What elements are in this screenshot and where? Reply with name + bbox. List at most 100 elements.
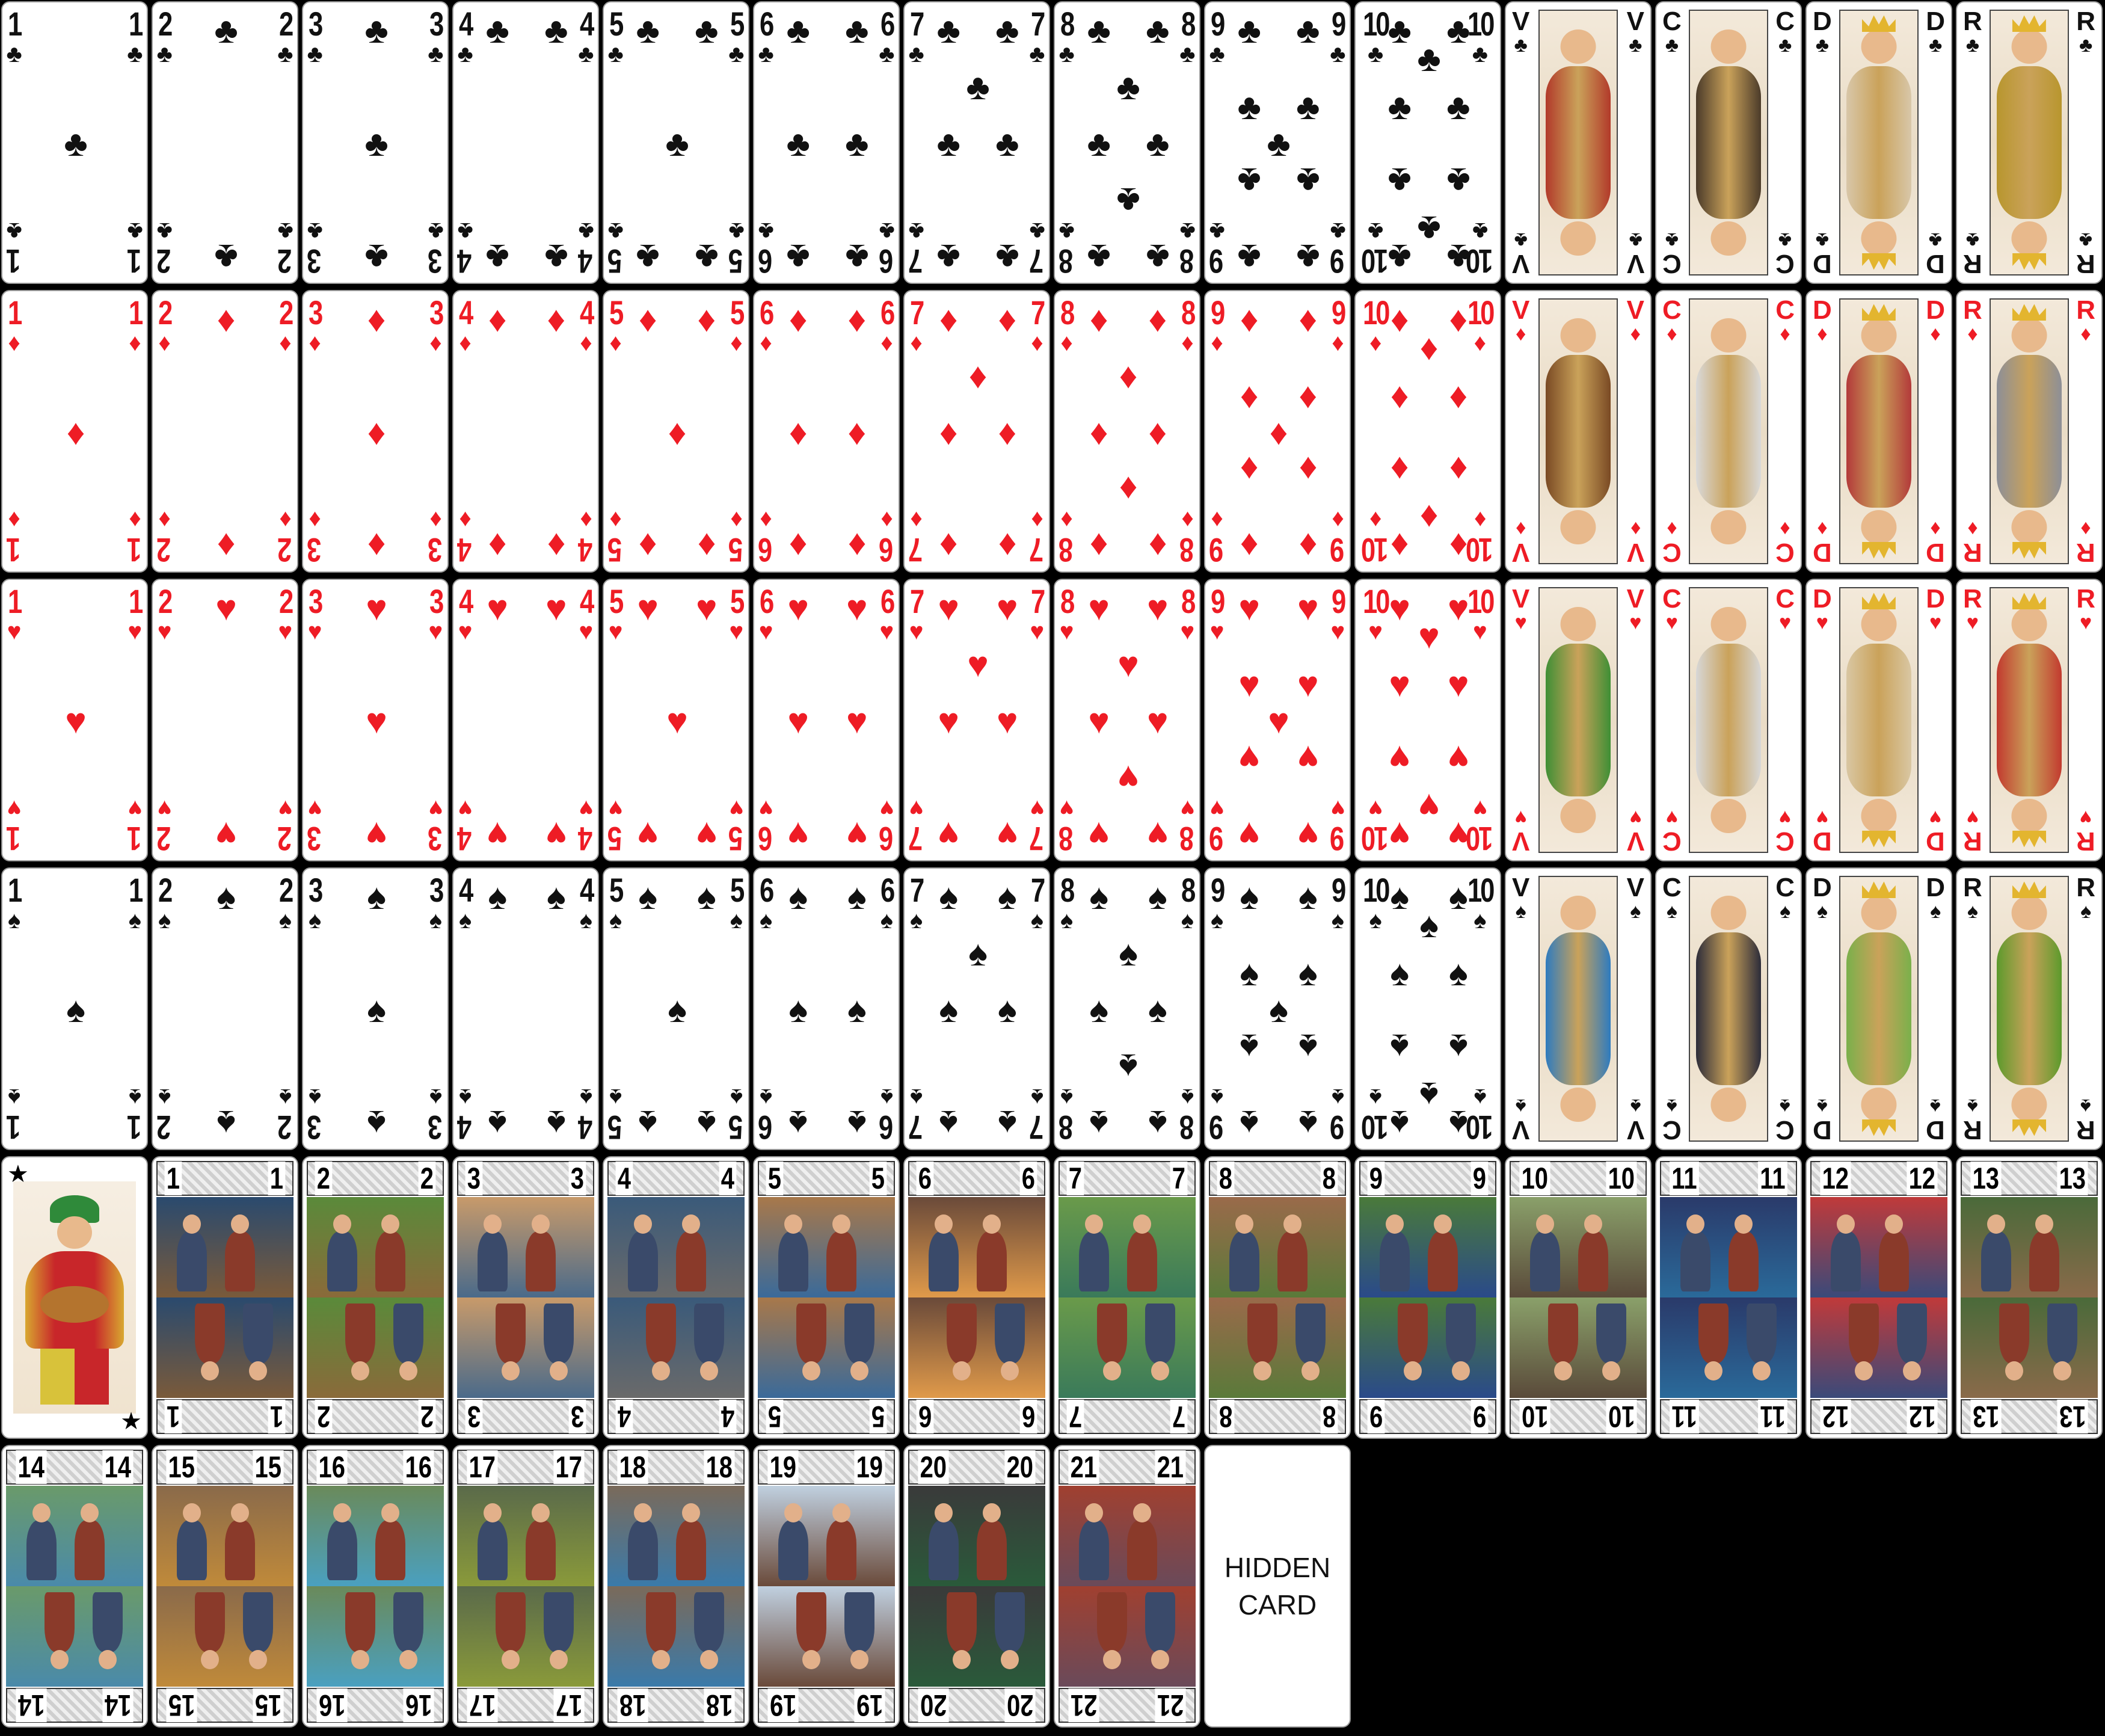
- card-V-clubs[interactable]: V ♣ V ♣ V ♣ V ♣: [1505, 1, 1652, 284]
- card-5-hearts[interactable]: 5 ♥ 5 ♥ 5 ♥ 5 ♥ ♥ ♥ ♥ ♥ ♥: [603, 579, 749, 861]
- trump-number: 8: [1320, 1400, 1338, 1433]
- figure-body: [1846, 1009, 1911, 1086]
- card-2-spades[interactable]: 2 ♠ 2 ♠ 2 ♠ 2 ♠ ♠ ♠: [152, 867, 298, 1150]
- card-10-clubs[interactable]: 10 ♣ 10 ♣ 10 ♣ 10 ♣ ♣ ♣ ♣ ♣ ♣ ♣ ♣ ♣ ♣ ♣: [1354, 1, 1501, 284]
- card-6-clubs[interactable]: 6 ♣ 6 ♣ 6 ♣ 6 ♣ ♣ ♣ ♣ ♣ ♣ ♣: [753, 1, 900, 284]
- card-R-spades[interactable]: R ♠ R ♠ R ♠ R ♠: [1956, 867, 2103, 1150]
- trump-number: 20: [918, 1450, 949, 1484]
- card-R-hearts[interactable]: R ♥ R ♥ R ♥ R ♥: [1956, 579, 2103, 861]
- card-trump-12[interactable]: 12 12 12 12: [1805, 1156, 1952, 1439]
- card-trump-16[interactable]: 16 16 16 16: [302, 1445, 449, 1728]
- card-D-hearts[interactable]: D ♥ D ♥ D ♥ D ♥: [1805, 579, 1952, 861]
- card-4-hearts[interactable]: 4 ♥ 4 ♥ 4 ♥ 4 ♥ ♥ ♥ ♥ ♥: [452, 579, 599, 861]
- card-trump-15[interactable]: 15 15 15 15: [152, 1445, 298, 1728]
- card-9-spades[interactable]: 9 ♠ 9 ♠ 9 ♠ 9 ♠ ♠ ♠ ♠ ♠ ♠ ♠ ♠ ♠ ♠: [1204, 867, 1351, 1150]
- card-2-hearts[interactable]: 2 ♥ 2 ♥ 2 ♥ 2 ♥ ♥ ♥: [152, 579, 298, 861]
- corner-index: 3 ♣: [307, 218, 323, 280]
- card-3-diamonds[interactable]: 3 ♦ 3 ♦ 3 ♦ 3 ♦ ♦ ♦ ♦: [302, 290, 449, 573]
- card-hidden[interactable]: HIDDEN CARD: [1204, 1445, 1351, 1728]
- card-7-diamonds[interactable]: 7 ♦ 7 ♦ 7 ♦ 7 ♦ ♦ ♦ ♦ ♦ ♦ ♦ ♦: [903, 290, 1050, 573]
- card-6-spades[interactable]: 6 ♠ 6 ♠ 6 ♠ 6 ♠ ♠ ♠ ♠ ♠ ♠ ♠: [753, 867, 900, 1150]
- card-8-spades[interactable]: 8 ♠ 8 ♠ 8 ♠ 8 ♠ ♠ ♠ ♠ ♠ ♠ ♠ ♠ ♠: [1054, 867, 1200, 1150]
- card-6-hearts[interactable]: 6 ♥ 6 ♥ 6 ♥ 6 ♥ ♥ ♥ ♥ ♥ ♥ ♥: [753, 579, 900, 861]
- rank-label: R: [2076, 7, 2095, 36]
- card-excuse[interactable]: ★ ★: [1, 1156, 148, 1439]
- card-C-clubs[interactable]: C ♣ C ♣ C ♣ C ♣: [1655, 1, 1802, 284]
- card-trump-14[interactable]: 14 14 14 14: [1, 1445, 148, 1728]
- card-9-hearts[interactable]: 9 ♥ 9 ♥ 9 ♥ 9 ♥ ♥ ♥ ♥ ♥ ♥ ♥ ♥ ♥ ♥: [1204, 579, 1351, 861]
- card-3-spades[interactable]: 3 ♠ 3 ♠ 3 ♠ 3 ♠ ♠ ♠ ♠: [302, 867, 449, 1150]
- card-2-clubs[interactable]: 2 ♣ 2 ♣ 2 ♣ 2 ♣ ♣ ♣: [152, 1, 298, 284]
- rank-label: C: [1775, 7, 1795, 36]
- card-9-diamonds[interactable]: 9 ♦ 9 ♦ 9 ♦ 9 ♦ ♦ ♦ ♦ ♦ ♦ ♦ ♦ ♦ ♦: [1204, 290, 1351, 573]
- crown-icon: [1862, 1119, 1896, 1138]
- card-V-diamonds[interactable]: V ♦ V ♦ V ♦ V ♦: [1505, 290, 1652, 573]
- card-1-clubs[interactable]: 1 ♣ 1 ♣ 1 ♣ 1 ♣ ♣: [1, 1, 148, 284]
- card-8-diamonds[interactable]: 8 ♦ 8 ♦ 8 ♦ 8 ♦ ♦ ♦ ♦ ♦ ♦ ♦ ♦ ♦: [1054, 290, 1200, 573]
- card-trump-19[interactable]: 19 19 19 19: [753, 1445, 900, 1728]
- card-7-spades[interactable]: 7 ♠ 7 ♠ 7 ♠ 7 ♠ ♠ ♠ ♠ ♠ ♠ ♠ ♠: [903, 867, 1050, 1150]
- corner-index: 4 ♠: [578, 873, 594, 933]
- card-trump-13[interactable]: 13 13 13 13: [1956, 1156, 2103, 1439]
- hearts-pip-icon: ♥: [1447, 664, 1469, 704]
- card-C-spades[interactable]: C ♠ C ♠ C ♠ C ♠: [1655, 867, 1802, 1150]
- card-trump-21[interactable]: 21 21 21 21: [1054, 1445, 1200, 1728]
- rank-label: 2: [278, 871, 293, 909]
- card-R-diamonds[interactable]: R ♦ R ♦ R ♦ R ♦: [1956, 290, 2103, 573]
- rank-label: 3: [429, 820, 443, 858]
- card-R-clubs[interactable]: R ♣ R ♣ R ♣ R ♣: [1956, 1, 2103, 284]
- card-8-hearts[interactable]: 8 ♥ 8 ♥ 8 ♥ 8 ♥ ♥ ♥ ♥ ♥ ♥ ♥ ♥ ♥: [1054, 579, 1200, 861]
- card-7-hearts[interactable]: 7 ♥ 7 ♥ 7 ♥ 7 ♥ ♥ ♥ ♥ ♥ ♥ ♥ ♥: [903, 579, 1050, 861]
- card-2-diamonds[interactable]: 2 ♦ 2 ♦ 2 ♦ 2 ♦ ♦ ♦: [152, 290, 298, 573]
- scene-figure: [778, 1503, 809, 1580]
- corner-index: 9 ♦: [1330, 296, 1346, 356]
- card-D-spades[interactable]: D ♠ D ♠ D ♠ D ♠: [1805, 867, 1952, 1150]
- corner-index: 8 ♣: [1059, 7, 1075, 67]
- card-trump-11[interactable]: 11 11 11 11: [1655, 1156, 1802, 1439]
- rank-label: D: [1813, 249, 1832, 279]
- trump-number: 14: [16, 1450, 47, 1484]
- card-8-clubs[interactable]: 8 ♣ 8 ♣ 8 ♣ 8 ♣ ♣ ♣ ♣ ♣ ♣ ♣ ♣ ♣: [1054, 1, 1200, 284]
- card-5-spades[interactable]: 5 ♠ 5 ♠ 5 ♠ 5 ♠ ♠ ♠ ♠ ♠ ♠: [603, 867, 749, 1150]
- diamonds-pip-icon: ♦: [939, 300, 958, 339]
- card-C-hearts[interactable]: C ♥ C ♥ C ♥ C ♥: [1655, 579, 1802, 861]
- card-1-spades[interactable]: 1 ♠ 1 ♠ 1 ♠ 1 ♠ ♠: [1, 867, 148, 1150]
- card-10-spades[interactable]: 10 ♠ 10 ♠ 10 ♠ 10 ♠ ♠ ♠ ♠ ♠ ♠ ♠ ♠ ♠ ♠ ♠: [1354, 867, 1501, 1150]
- card-V-hearts[interactable]: V ♥ V ♥ V ♥ V ♥: [1505, 579, 1652, 861]
- card-6-diamonds[interactable]: 6 ♦ 6 ♦ 6 ♦ 6 ♦ ♦ ♦ ♦ ♦ ♦ ♦: [753, 290, 900, 573]
- card-trump-10[interactable]: 10 10 10 10: [1505, 1156, 1652, 1439]
- card-D-diamonds[interactable]: D ♦ D ♦ D ♦ D ♦: [1805, 290, 1952, 573]
- hearts-icon: ♥: [579, 618, 594, 645]
- trump-number: 19: [767, 1688, 799, 1722]
- card-D-clubs[interactable]: D ♣ D ♣ D ♣ D ♣: [1805, 1, 1952, 284]
- card-V-spades[interactable]: V ♠ V ♠ V ♠ V ♠: [1505, 867, 1652, 1150]
- card-7-clubs[interactable]: 7 ♣ 7 ♣ 7 ♣ 7 ♣ ♣ ♣ ♣ ♣ ♣ ♣ ♣: [903, 1, 1050, 284]
- card-5-diamonds[interactable]: 5 ♦ 5 ♦ 5 ♦ 5 ♦ ♦ ♦ ♦ ♦ ♦: [603, 290, 749, 573]
- card-9-clubs[interactable]: 9 ♣ 9 ♣ 9 ♣ 9 ♣ ♣ ♣ ♣ ♣ ♣ ♣ ♣ ♣ ♣: [1204, 1, 1351, 284]
- card-5-clubs[interactable]: 5 ♣ 5 ♣ 5 ♣ 5 ♣ ♣ ♣ ♣ ♣ ♣: [603, 1, 749, 284]
- card-4-spades[interactable]: 4 ♠ 4 ♠ 4 ♠ 4 ♠ ♠ ♠ ♠ ♠: [452, 867, 599, 1150]
- card-4-diamonds[interactable]: 4 ♦ 4 ♦ 4 ♦ 4 ♦ ♦ ♦ ♦ ♦: [452, 290, 599, 573]
- card-trump-20[interactable]: 20 20 20 20: [903, 1445, 1050, 1728]
- corner-index: 9 ♠: [1209, 873, 1225, 933]
- card-trump-18[interactable]: 18 18 18 18: [603, 1445, 749, 1728]
- card-1-diamonds[interactable]: 1 ♦ 1 ♦ 1 ♦ 1 ♦ ♦: [1, 290, 148, 573]
- card-10-diamonds[interactable]: 10 ♦ 10 ♦ 10 ♦ 10 ♦ ♦ ♦ ♦ ♦ ♦ ♦ ♦ ♦ ♦ ♦: [1354, 290, 1501, 573]
- card-4-clubs[interactable]: 4 ♣ 4 ♣ 4 ♣ 4 ♣ ♣ ♣ ♣ ♣: [452, 1, 599, 284]
- card-10-hearts[interactable]: 10 ♥ 10 ♥ 10 ♥ 10 ♥ ♥ ♥ ♥ ♥ ♥ ♥ ♥ ♥ ♥ ♥: [1354, 579, 1501, 861]
- card-trump-17[interactable]: 17 17 17 17: [452, 1445, 599, 1728]
- card-3-hearts[interactable]: 3 ♥ 3 ♥ 3 ♥ 3 ♥ ♥ ♥ ♥: [302, 579, 449, 861]
- corner-index: 3 ♥: [428, 795, 444, 858]
- card-C-diamonds[interactable]: C ♦ C ♦ C ♦ C ♦: [1655, 290, 1802, 573]
- card-1-hearts[interactable]: 1 ♥ 1 ♥ 1 ♥ 1 ♥ ♥: [1, 579, 148, 861]
- card-3-clubs[interactable]: 3 ♣ 3 ♣ 3 ♣ 3 ♣ ♣ ♣ ♣: [302, 1, 449, 284]
